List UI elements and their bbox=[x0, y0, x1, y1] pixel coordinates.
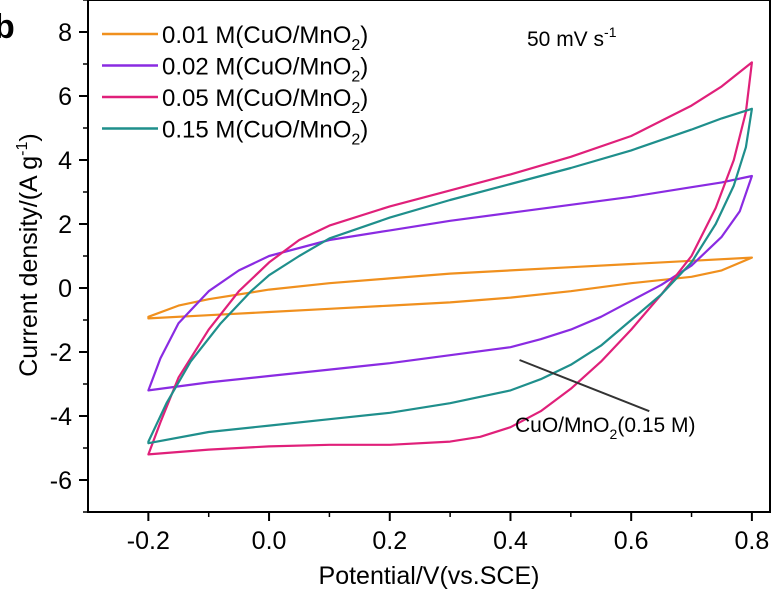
scan-rate-label: 50 mV s-1 bbox=[527, 24, 617, 51]
y-tick-label: 6 bbox=[58, 83, 72, 111]
annotation-label: CuO/MnO2(0.15 M) bbox=[515, 414, 696, 442]
legend: 0.01 M(CuO/MnO2)0.02 M(CuO/MnO2)0.05 M(C… bbox=[102, 22, 368, 149]
scan-rate-sup: -1 bbox=[604, 24, 617, 40]
legend-entry-main: 0.15 M(CuO/MnO bbox=[162, 117, 351, 144]
panel-label: b bbox=[0, 8, 15, 46]
annotation-pointer-line bbox=[519, 359, 650, 413]
legend-entry-tail: ) bbox=[360, 22, 368, 49]
scan-rate-main: 50 mV s bbox=[527, 28, 604, 51]
legend-entry-main: 0.01 M(CuO/MnO bbox=[162, 22, 351, 49]
legend-entry-sub: 2 bbox=[351, 132, 360, 149]
x-tick-label: 0.8 bbox=[735, 527, 770, 555]
x-axis-title: Potential/V(vs.SCE) bbox=[319, 562, 540, 590]
x-tick-label: 0.2 bbox=[372, 527, 407, 555]
legend-entry-main: 0.05 M(CuO/MnO bbox=[162, 85, 351, 112]
legend-entry-4: 0.15 M(CuO/MnO2) bbox=[162, 117, 368, 149]
series-line-1 bbox=[147, 256, 753, 320]
legend-entry-tail: ) bbox=[360, 54, 368, 81]
y-tick-label: 4 bbox=[58, 147, 72, 175]
y-axis-title: Current density/(A g-1) bbox=[14, 133, 43, 377]
x-tick-label: 0.0 bbox=[252, 527, 287, 555]
legend-entry-tail: ) bbox=[360, 117, 368, 144]
legend-entry-sub: 2 bbox=[351, 100, 360, 117]
x-tick-label: 0.4 bbox=[493, 527, 528, 555]
annotation-tail: (0.15 M) bbox=[617, 414, 695, 437]
legend-entry-sub: 2 bbox=[351, 69, 360, 86]
y-axis-title-sup: -1 bbox=[14, 141, 31, 155]
y-tick-label: -6 bbox=[50, 467, 72, 495]
legend-entry-1: 0.01 M(CuO/MnO2) bbox=[162, 22, 368, 54]
y-axis-title-main: Current density/(A g bbox=[15, 156, 43, 377]
y-tick-label: -4 bbox=[50, 403, 72, 431]
x-tick-label: 0.6 bbox=[614, 527, 649, 555]
y-tick-label: 0 bbox=[58, 275, 72, 303]
legend-entry-3: 0.05 M(CuO/MnO2) bbox=[162, 85, 368, 117]
legend-entry-tail: ) bbox=[360, 85, 368, 112]
y-tick-label: -2 bbox=[50, 339, 72, 367]
y-ticks: -6 -4 -2 0 2 4 6 8 bbox=[50, 0, 88, 513]
y-tick-label: 2 bbox=[58, 211, 72, 239]
legend-entry-sub: 2 bbox=[351, 37, 360, 54]
series-layer bbox=[147, 61, 753, 456]
annotation-main: CuO/MnO bbox=[515, 414, 610, 437]
legend-entry-2: 0.02 M(CuO/MnO2) bbox=[162, 54, 368, 86]
series-line-2 bbox=[147, 174, 753, 392]
series-line-3 bbox=[147, 61, 753, 456]
legend-entry-main: 0.02 M(CuO/MnO bbox=[162, 54, 351, 81]
y-axis-title-close: ) bbox=[15, 133, 43, 141]
y-tick-label: 8 bbox=[58, 19, 72, 47]
series-line-4 bbox=[147, 107, 753, 445]
x-ticks: -0.2 0.0 0.2 0.4 0.6 0.8 bbox=[127, 512, 769, 555]
annotation-sub: 2 bbox=[610, 426, 618, 442]
x-tick-label: -0.2 bbox=[127, 527, 170, 555]
